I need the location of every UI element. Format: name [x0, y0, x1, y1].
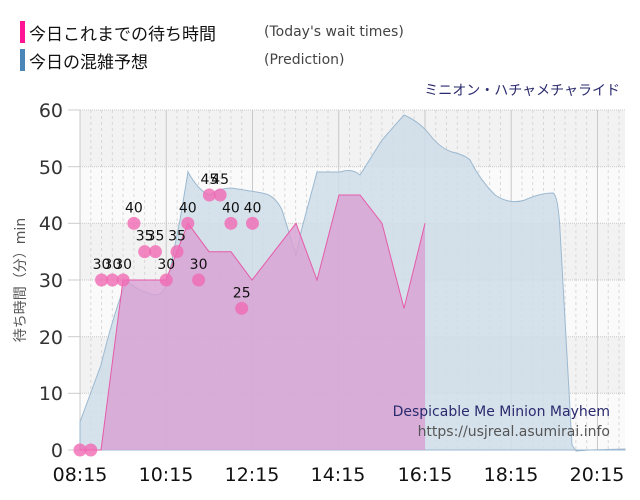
data-label: 30 [190, 257, 208, 273]
legend-swatch-prediction [20, 49, 25, 71]
data-label: 30 [157, 257, 175, 273]
x-tick-label: 16:15 [398, 464, 453, 486]
data-point[interactable] [202, 188, 216, 202]
x-tick-label: 14:15 [311, 464, 366, 486]
y-tick-label: 0 [51, 440, 63, 462]
data-point[interactable] [73, 443, 87, 457]
data-label: 30 [114, 257, 132, 273]
y-tick-label: 60 [39, 100, 63, 122]
legend-swatch-actual [20, 21, 25, 43]
data-label: 35 [168, 229, 186, 245]
data-label: 35 [136, 229, 154, 245]
data-point[interactable] [245, 216, 259, 230]
data-point[interactable] [95, 273, 109, 287]
data-point[interactable] [116, 273, 130, 287]
legend-label-jp: 今日の混雑予想 [29, 52, 148, 73]
y-tick-label: 50 [39, 157, 63, 179]
y-tick-label: 40 [39, 213, 63, 235]
data-point[interactable] [170, 245, 184, 259]
y-tick-marks [68, 109, 80, 451]
actual-area [80, 195, 425, 450]
actual-points [73, 188, 259, 457]
legend-item-prediction[interactable]: 今日の混雑予想 (Prediction) [20, 48, 345, 73]
x-tick-label: 18:15 [484, 464, 539, 486]
data-label: 45 [211, 172, 229, 188]
data-point[interactable] [105, 273, 119, 287]
y-tick-labels: 60 50 40 30 20 10 0 [39, 100, 63, 462]
x-tick-label: 10:15 [139, 464, 194, 486]
data-point[interactable] [84, 443, 98, 457]
data-point[interactable] [148, 245, 162, 259]
data-label: 45 [200, 172, 218, 188]
legend-label-en: (Prediction) [264, 52, 345, 68]
data-label: 40 [125, 200, 143, 216]
data-label: 40 [244, 200, 262, 216]
watermark-url: https://usjreal.asumirai.info [418, 424, 610, 440]
x-tick-label: 20:15 [570, 464, 625, 486]
y-tick-label: 30 [39, 270, 63, 292]
watermark-title: Despicable Me Minion Mayhem [393, 404, 610, 420]
x-tick-label: 12:15 [225, 464, 280, 486]
data-label: 30 [93, 257, 111, 273]
data-point[interactable] [159, 273, 173, 287]
data-point[interactable] [224, 216, 238, 230]
data-label: 35 [147, 229, 165, 245]
y-tick-label: 10 [39, 383, 63, 405]
x-tick-label: 08:15 [53, 464, 108, 486]
x-tick-labels: 08:15 10:15 12:15 14:15 16:15 18:15 20:1… [53, 464, 625, 486]
data-label: 40 [179, 200, 197, 216]
legend-label-en: (Today's wait times) [264, 24, 404, 40]
data-point[interactable] [192, 273, 206, 287]
ride-name: ミニオン・ハチャメチャライド [424, 83, 620, 99]
data-point[interactable] [127, 216, 141, 230]
data-point[interactable] [138, 245, 152, 259]
data-label: 25 [233, 285, 251, 301]
data-label: 40 [222, 200, 240, 216]
data-point[interactable] [213, 188, 227, 202]
data-point[interactable] [181, 216, 195, 230]
actual-line [80, 194, 426, 451]
data-label: 30 [103, 257, 121, 273]
legend-label-jp: 今日これまでの待ち時間 [29, 24, 216, 45]
y-tick-label: 20 [39, 327, 63, 349]
data-point[interactable] [235, 301, 249, 315]
legend-item-actual[interactable]: 今日これまでの待ち時間 (Today's wait times) [20, 20, 404, 45]
